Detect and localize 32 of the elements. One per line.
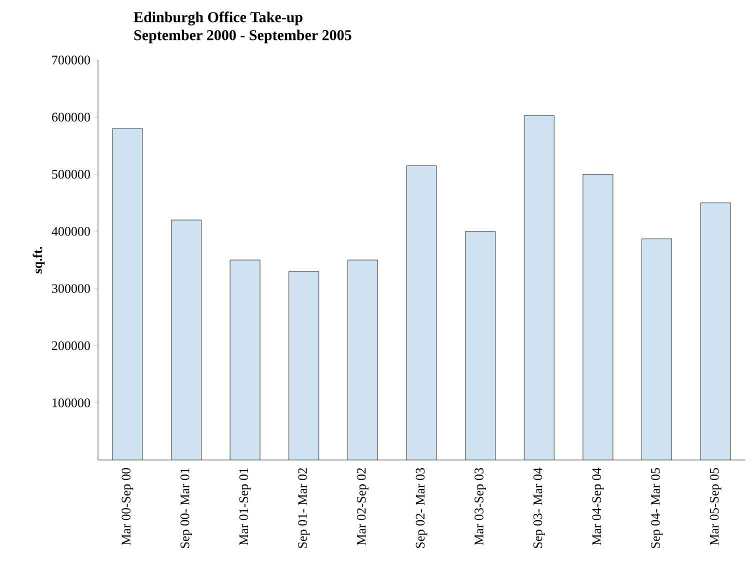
x-tick-label: Sep 03- Mar 04	[533, 468, 545, 548]
bar	[524, 115, 554, 460]
x-tick-label: Sep 01- Mar 02	[298, 468, 310, 548]
y-tick-label: 700000	[52, 56, 90, 64]
bar	[230, 260, 260, 460]
chart-subtitle: September 2000 - September 2005	[134, 30, 352, 44]
y-tick-label: 200000	[52, 341, 90, 350]
bar	[348, 260, 378, 460]
x-tick-label: Sep 02- Mar 03	[416, 468, 428, 548]
bar	[171, 220, 202, 460]
y-tick-label: 100000	[52, 398, 90, 408]
x-tick-label: Sep 04- Mar 05	[651, 468, 662, 548]
x-tick-label: Sep 00- Mar 01	[180, 468, 192, 548]
bar	[642, 238, 672, 460]
x-tick-label: Mar 01-Sep 01	[239, 468, 251, 546]
bar	[406, 166, 436, 460]
x-tick-label: Mar 02-Sep 02	[356, 468, 368, 546]
y-axis-title: sq.ft.	[32, 246, 45, 274]
bar	[288, 271, 319, 460]
bar	[582, 174, 613, 460]
y-tick-label: 600000	[52, 112, 90, 122]
bar	[700, 202, 731, 460]
bar	[112, 128, 142, 460]
y-tick-label: 300000	[52, 284, 90, 293]
x-tick-label: Mar 04-Sep 04	[592, 468, 604, 546]
y-tick-label: 500000	[52, 170, 90, 179]
y-tick-label: 400000	[52, 227, 90, 236]
bar	[465, 231, 496, 460]
chart-title: Edinburgh Office Take-up	[134, 12, 302, 26]
x-tick-label: Mar 03-Sep 03	[474, 468, 486, 546]
x-tick-label: Mar 00-Sep 00	[122, 468, 134, 546]
x-tick-label: Mar 05-Sep 05	[710, 468, 722, 546]
